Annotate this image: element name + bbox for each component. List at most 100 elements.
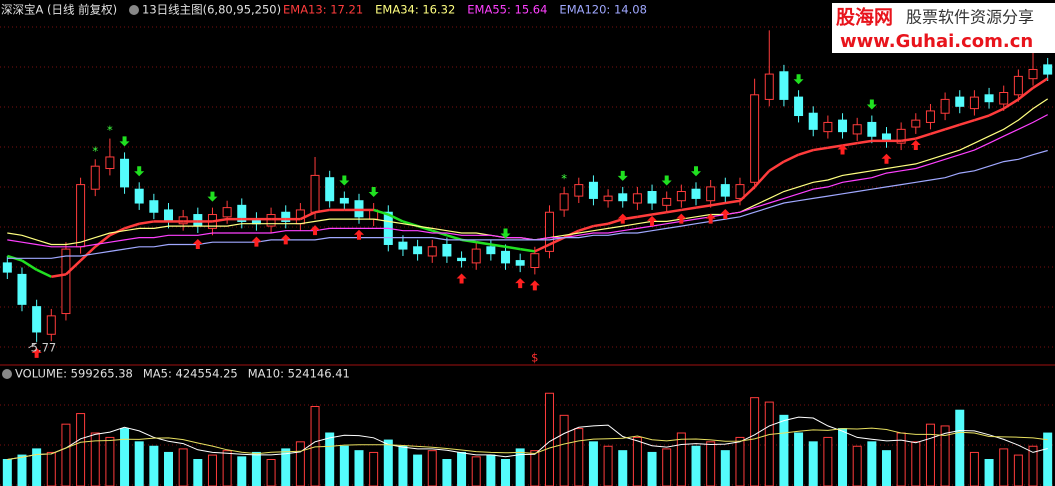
- candle-body: [603, 195, 613, 202]
- candle-body: [544, 211, 554, 252]
- menu-icon[interactable]: [2, 369, 12, 379]
- volume-bar: [61, 423, 71, 486]
- volume-bar: [90, 432, 100, 486]
- ema-segment: [651, 211, 667, 216]
- candle-body: [750, 94, 760, 183]
- buy-arrow: [456, 273, 467, 284]
- ema-segment: [695, 204, 711, 209]
- volume-ma-line: [7, 427, 1048, 460]
- buy-arrow: [881, 153, 892, 164]
- volume-bar: [999, 448, 1009, 486]
- candle-body: [574, 184, 584, 197]
- candle-body: [925, 110, 935, 123]
- volume-bar: [501, 459, 511, 486]
- candle-body: [515, 260, 525, 266]
- candle-body: [691, 188, 701, 199]
- candle-body: [32, 306, 42, 333]
- sell-arrow: [207, 191, 218, 202]
- volume-bar: [76, 413, 86, 486]
- candle-body: [486, 246, 496, 255]
- ema-segment: [299, 211, 316, 221]
- candle-body: [588, 181, 598, 199]
- legend-entry: MA10: 524146.41: [248, 367, 350, 381]
- volume-bar: [383, 439, 393, 486]
- legend-entry: EMA120: 14.08: [559, 3, 646, 17]
- ema-segment: [314, 208, 330, 214]
- volume-bar: [794, 432, 804, 486]
- candle-body: [823, 121, 833, 133]
- low-pointer: [28, 342, 37, 349]
- candle-body: [46, 315, 56, 335]
- ema-segment: [739, 185, 756, 202]
- volume-bar: [17, 454, 27, 486]
- volume-bar: [486, 454, 496, 486]
- ema-segment: [21, 259, 38, 271]
- volume-bar: [120, 428, 130, 486]
- ema-segment: [944, 123, 961, 131]
- ema-segment: [1017, 86, 1034, 101]
- candle-body: [442, 243, 452, 257]
- buy-arrow: [515, 278, 526, 289]
- buy-arrow: [647, 215, 658, 226]
- legend-entry: MA5: 424554.25: [143, 367, 238, 381]
- candle-body: [457, 257, 467, 262]
- buy-arrow: [837, 144, 848, 155]
- candle-body: [618, 193, 628, 202]
- ema-segment: [94, 234, 111, 248]
- candle-body: [339, 197, 349, 204]
- low-label: 5.77: [31, 340, 57, 354]
- candle-body: [427, 246, 437, 257]
- candle-body: [222, 207, 232, 218]
- ema-segment: [710, 201, 726, 207]
- candle-body: [867, 121, 877, 137]
- ema-segment: [79, 245, 97, 262]
- ema-line: [7, 114, 1048, 248]
- volume-bar: [720, 450, 730, 486]
- candle-body: [2, 262, 12, 273]
- candle-body: [120, 158, 130, 188]
- buy-arrow: [192, 238, 203, 249]
- candle-body: [1013, 75, 1023, 96]
- ema-segment: [666, 208, 682, 214]
- candle-body: [779, 71, 789, 100]
- ema-segment: [534, 243, 551, 253]
- candle-body: [896, 128, 906, 144]
- candle-body: [17, 273, 27, 305]
- ema-segment: [519, 247, 536, 253]
- volume-bar: [559, 414, 569, 486]
- buy-arrow: [910, 139, 921, 150]
- legend-entry: VOLUME: 599265.38: [15, 367, 133, 381]
- watermark-slogan: 股票软件资源分享: [906, 8, 1034, 27]
- candle-body: [164, 209, 174, 222]
- ema-segment: [725, 199, 741, 205]
- ema-segment: [373, 208, 389, 216]
- candle-body: [647, 191, 657, 204]
- volume-bar: [823, 436, 833, 486]
- chart-subtitle: 13日线主图(6,80,95,250): [142, 3, 281, 17]
- buy-arrow: [251, 236, 262, 247]
- buy-arrow: [617, 213, 628, 224]
- legend-entry: EMA13: 17.21: [283, 3, 363, 17]
- candle-body: [237, 204, 247, 222]
- menu-icon[interactable]: [129, 5, 139, 15]
- ema-segment: [798, 148, 814, 156]
- candle-body: [808, 112, 818, 130]
- volume-bar: [398, 445, 408, 486]
- candle-body: [413, 246, 423, 255]
- marker: $: [531, 351, 538, 365]
- volume-bar: [134, 441, 144, 486]
- ema-segment: [930, 128, 946, 136]
- candle-body: [471, 248, 481, 264]
- volume-bar: [925, 423, 935, 486]
- ema-segment: [548, 236, 565, 246]
- volume-bar: [588, 441, 598, 486]
- buy-arrow: [31, 347, 42, 358]
- buy-arrow: [280, 234, 291, 245]
- volume-bar: [105, 436, 115, 486]
- volume-bar: [237, 456, 247, 486]
- volume-bar: [442, 459, 452, 486]
- sell-arrow: [119, 136, 130, 147]
- volume-bar: [266, 459, 276, 486]
- ema-segment: [578, 224, 594, 232]
